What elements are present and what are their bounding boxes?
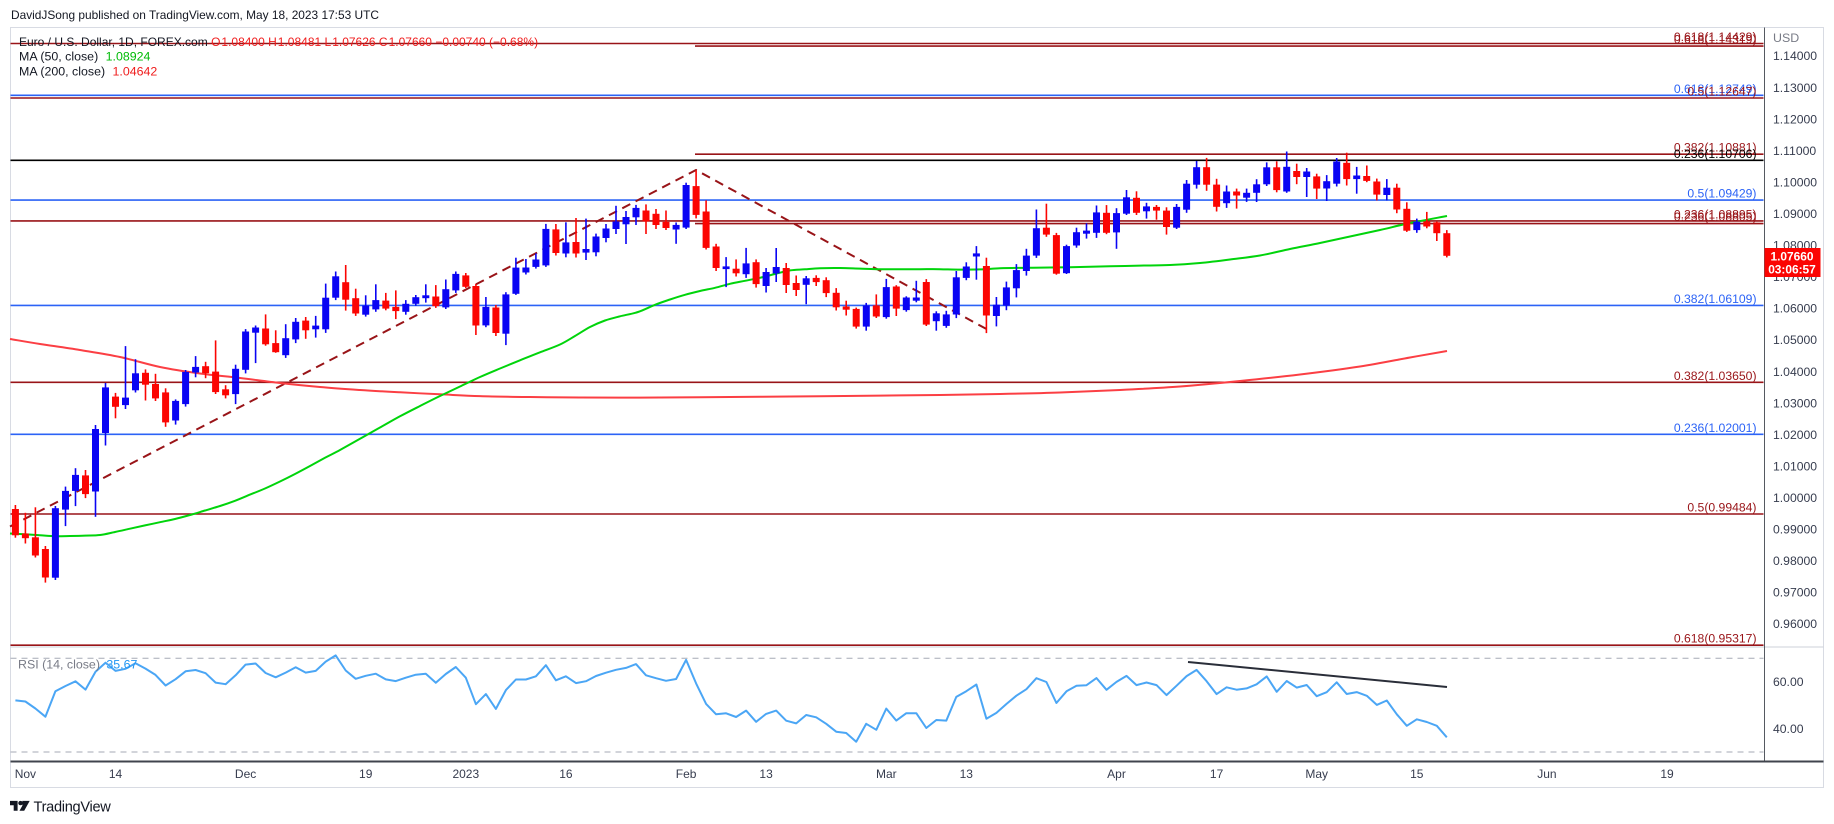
svg-text:0.618(1.14429): 0.618(1.14429) — [1674, 30, 1757, 44]
svg-text:0.236(1.08895): 0.236(1.08895) — [1674, 207, 1757, 221]
svg-text:Feb: Feb — [676, 767, 697, 781]
svg-text:1.11000: 1.11000 — [1773, 144, 1816, 158]
svg-text:Mar: Mar — [876, 767, 897, 781]
svg-text:TradingView: TradingView — [34, 800, 112, 816]
svg-text:1.01000: 1.01000 — [1773, 459, 1817, 473]
svg-text:19: 19 — [1660, 767, 1674, 781]
svg-text:0.236(1.08805): 0.236(1.08805) — [1674, 210, 1757, 224]
svg-text:Dec: Dec — [235, 767, 256, 781]
svg-text:0.5(1.12647): 0.5(1.12647) — [1687, 85, 1756, 99]
svg-text:Euro / U.S. Dollar, 1D, FOREX.: Euro / U.S. Dollar, 1D, FOREX.com O1.084… — [19, 35, 538, 49]
svg-text:MA (50, close) 1.08924: MA (50, close) 1.08924 — [19, 50, 151, 64]
svg-text:May: May — [1305, 767, 1328, 781]
svg-text:16: 16 — [559, 767, 573, 781]
svg-text:03:06:57: 03:06:57 — [1768, 263, 1816, 277]
svg-text:0.618(1.14319): 0.618(1.14319) — [1674, 33, 1757, 47]
svg-text:0.5(1.09429): 0.5(1.09429) — [1687, 187, 1756, 201]
svg-text:1.09000: 1.09000 — [1773, 207, 1817, 221]
svg-text:0.618(0.95317): 0.618(0.95317) — [1674, 632, 1757, 646]
svg-text:60.00: 60.00 — [1773, 675, 1804, 689]
svg-text:0.5(0.99484): 0.5(0.99484) — [1687, 501, 1756, 515]
svg-text:0.382(1.10881): 0.382(1.10881) — [1674, 141, 1757, 155]
svg-text:17: 17 — [1210, 767, 1224, 781]
svg-text:0.97000: 0.97000 — [1773, 586, 1817, 600]
svg-text:1.06000: 1.06000 — [1773, 302, 1817, 316]
svg-text:0.382(1.06109): 0.382(1.06109) — [1674, 292, 1757, 306]
svg-text:13: 13 — [759, 767, 773, 781]
svg-text:Jun: Jun — [1537, 767, 1556, 781]
svg-text:1.04000: 1.04000 — [1773, 365, 1817, 379]
svg-text:1.12000: 1.12000 — [1773, 112, 1817, 126]
svg-text:1.00000: 1.00000 — [1773, 491, 1817, 505]
svg-text:1.02000: 1.02000 — [1773, 428, 1817, 442]
svg-text:15: 15 — [1410, 767, 1424, 781]
svg-text:0.99000: 0.99000 — [1773, 523, 1817, 537]
svg-text:1.03000: 1.03000 — [1773, 396, 1817, 410]
svg-text:0.382(1.03650): 0.382(1.03650) — [1674, 369, 1757, 383]
svg-text:0.236(1.10706): 0.236(1.10706) — [1674, 147, 1757, 161]
svg-text:14: 14 — [109, 767, 123, 781]
svg-text:1.05000: 1.05000 — [1773, 333, 1817, 347]
svg-text:1.07660: 1.07660 — [1771, 250, 1814, 264]
svg-text:19: 19 — [359, 767, 373, 781]
svg-text:Apr: Apr — [1107, 767, 1126, 781]
svg-text:1.14000: 1.14000 — [1773, 49, 1817, 63]
svg-text:DavidJSong published on Tradin: DavidJSong published on TradingView.com,… — [11, 8, 379, 22]
svg-text:0.618(1.12749): 0.618(1.12749) — [1674, 82, 1757, 96]
svg-text:MA (200, close) 1.04642: MA (200, close) 1.04642 — [19, 65, 157, 79]
svg-text:40.00: 40.00 — [1773, 722, 1804, 736]
svg-text:0.96000: 0.96000 — [1773, 617, 1817, 631]
svg-text:USD: USD — [1773, 31, 1799, 45]
svg-text:13: 13 — [960, 767, 974, 781]
svg-text:RSI (14, close) 35.67: RSI (14, close) 35.67 — [18, 658, 138, 672]
svg-text:Nov: Nov — [15, 767, 36, 781]
svg-text:1.10000: 1.10000 — [1773, 176, 1817, 190]
svg-text:0.236(1.02001): 0.236(1.02001) — [1674, 421, 1757, 435]
svg-text:0.98000: 0.98000 — [1773, 554, 1817, 568]
svg-text:1.13000: 1.13000 — [1773, 81, 1817, 95]
svg-text:2023: 2023 — [452, 767, 479, 781]
